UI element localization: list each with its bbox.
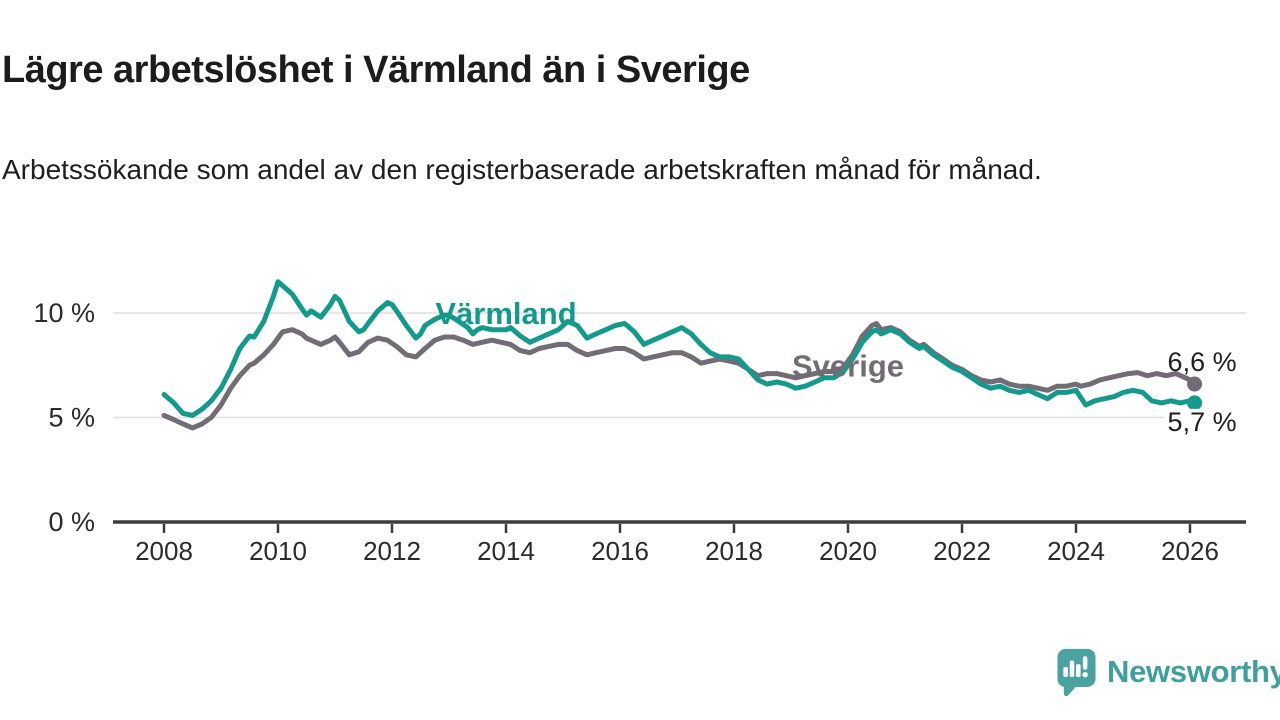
unemployment-line-chart: 0 % 5 % 10 % 2008 2010 2012 2014 2016 2018 2020 20… (33, 279, 1250, 566)
newsworthy-speech-bubble-bar-chart-icon (1057, 648, 1096, 696)
end-value-label-sverige: 6,6 % (1168, 347, 1237, 377)
newsworthy-logo-link[interactable]: Newsworthy (1056, 648, 1280, 696)
line-chart-area: 0 % 5 % 10 % 2008 2010 2012 2014 2016 2018 2020 20… (0, 250, 1280, 590)
x-tick-label: 2022 (933, 536, 991, 566)
series-end-dot-sverige (1187, 376, 1203, 392)
end-value-label-varmland: 5,7 % (1168, 407, 1237, 437)
end-label-backdrop (1163, 408, 1250, 437)
series-line-varmland (161, 279, 1198, 418)
page-title: Lägre arbetslöshet i Värmland än i Sveri… (2, 49, 750, 92)
series-line-sverige (161, 321, 1198, 431)
newsworthy-brand-name: Newsworthy (1107, 654, 1280, 689)
x-tick-label: 2010 (249, 536, 307, 566)
x-tick-label: 2012 (363, 536, 421, 566)
series-label-varmland: Värmland (435, 296, 576, 331)
page-subtitle: Arbetssökande som andel av den registerb… (2, 154, 1042, 185)
x-tick-label: 2016 (591, 536, 649, 566)
x-tick-label: 2020 (819, 536, 877, 566)
y-tick-label: 5 % (48, 403, 95, 433)
y-tick-label: 0 % (48, 507, 95, 537)
x-tick-label: 2018 (705, 536, 763, 566)
x-tick-label: 2024 (1047, 536, 1105, 566)
x-tick-label: 2014 (477, 536, 535, 566)
x-tick-label: 2008 (135, 536, 193, 566)
series-label-sverige: Sverige (792, 348, 904, 383)
series-end-dot-varmland (1187, 395, 1203, 411)
x-tick-label: 2026 (1161, 536, 1219, 566)
y-tick-label: 10 % (33, 298, 95, 328)
